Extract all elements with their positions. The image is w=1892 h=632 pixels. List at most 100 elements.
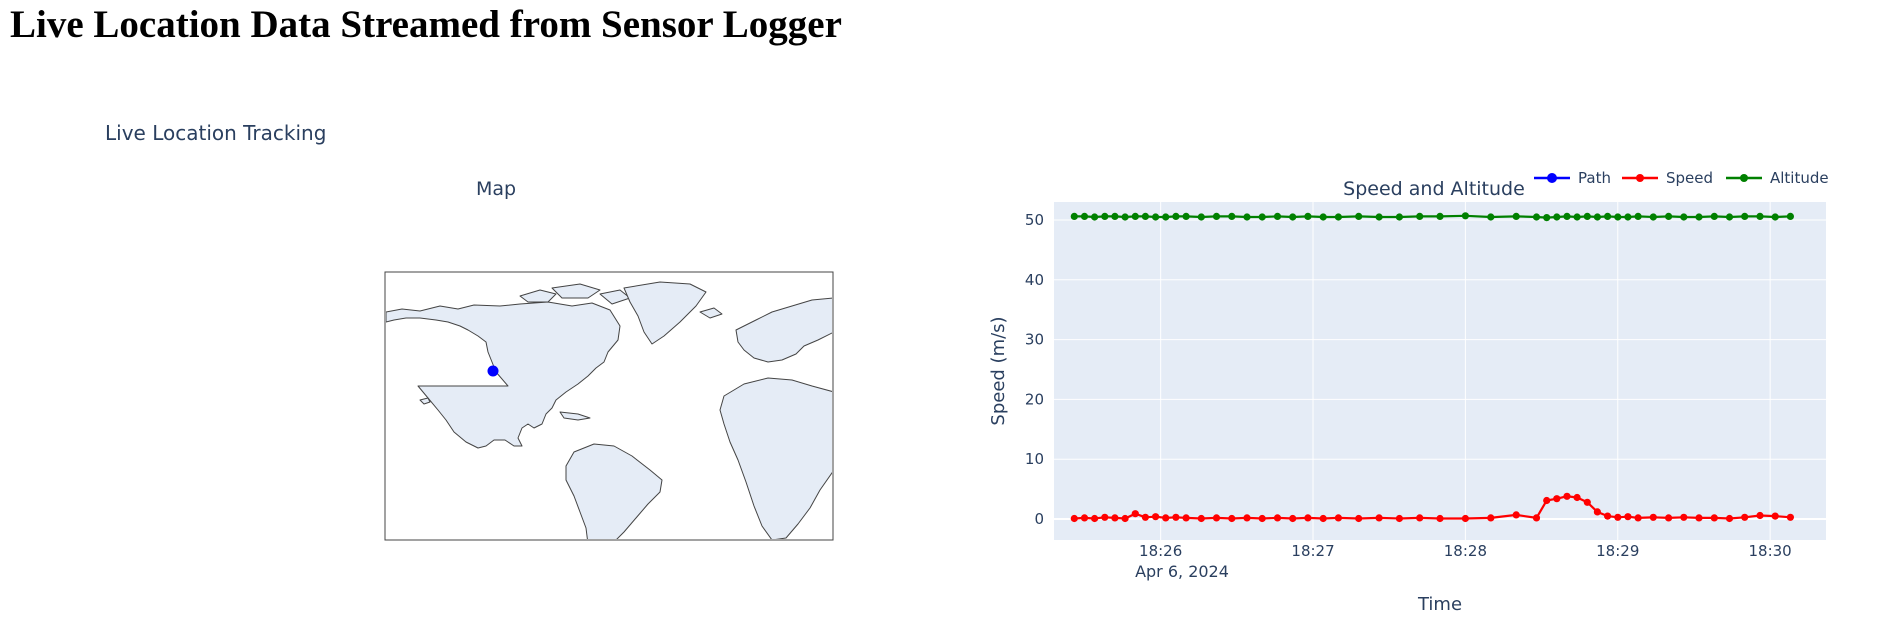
speed-point[interactable] [1375,514,1383,522]
altitude-point[interactable] [1080,212,1089,220]
altitude-point[interactable] [1355,212,1363,220]
altitude-point[interactable] [1101,212,1109,220]
speed-point[interactable] [1771,512,1779,520]
speed-point[interactable] [1212,514,1221,522]
speed-point[interactable] [1289,514,1297,523]
speed-point[interactable] [1141,513,1149,521]
altitude-point[interactable] [1593,213,1601,221]
speed-point[interactable] [1573,493,1581,502]
altitude-point[interactable] [1162,213,1170,221]
legend-item-speed[interactable]: Speed [1622,169,1713,187]
altitude-point[interactable] [1319,213,1327,221]
altitude-point[interactable] [1152,213,1160,221]
altitude-point[interactable] [1212,212,1221,220]
speed-point[interactable] [1131,510,1139,518]
speed-point[interactable] [1197,514,1205,523]
location-marker[interactable] [487,365,499,377]
speed-point[interactable] [1319,514,1327,523]
altitude-point[interactable] [1334,213,1342,221]
altitude-point[interactable] [1273,212,1282,220]
altitude-point[interactable] [1583,212,1591,220]
speed-point[interactable] [1355,514,1363,523]
altitude-point[interactable] [1182,212,1190,220]
speed-point[interactable] [1228,514,1236,523]
speed-point[interactable] [1182,514,1190,522]
speed-point[interactable] [1172,513,1180,521]
speed-point[interactable] [1634,514,1642,522]
speed-point[interactable] [1756,511,1764,520]
altitude-point[interactable] [1258,213,1266,221]
altitude-point[interactable] [1141,212,1149,220]
speed-point[interactable] [1162,514,1170,522]
altitude-point[interactable] [1573,213,1581,221]
altitude-point[interactable] [1665,212,1673,220]
altitude-point[interactable] [1786,212,1794,220]
altitude-point[interactable] [1725,213,1734,221]
altitude-point[interactable] [1289,213,1297,221]
altitude-point[interactable] [1172,212,1180,220]
altitude-point[interactable] [1121,213,1129,221]
altitude-point[interactable] [1614,213,1622,221]
altitude-point[interactable] [1436,212,1444,220]
speed-point[interactable] [1553,495,1561,503]
speed-point[interactable] [1080,514,1089,522]
altitude-point[interactable] [1695,213,1703,221]
legend[interactable]: Path Speed Altitude [1534,169,1829,187]
legend-item-altitude[interactable]: Altitude [1726,169,1829,187]
speed-point[interactable] [1334,514,1342,522]
speed-point[interactable] [1649,513,1657,521]
speed-point[interactable] [1101,513,1109,521]
speed-point[interactable] [1436,514,1444,523]
speed-point[interactable] [1091,514,1099,523]
altitude-point[interactable] [1131,212,1139,220]
speed-point[interactable] [1532,514,1541,522]
altitude-point[interactable] [1563,212,1571,220]
speed-point[interactable] [1258,514,1266,523]
altitude-point[interactable] [1375,213,1383,221]
speed-point[interactable] [1665,514,1673,522]
speed-point[interactable] [1243,514,1251,522]
altitude-point[interactable] [1634,212,1642,220]
speed-point[interactable] [1543,496,1551,505]
speed-point[interactable] [1741,513,1749,521]
speed-altitude-chart[interactable]: 0 10 20 30 40 50 18:26 18:27 18:28 18:29 18:30 Ap… [988,202,1826,615]
speed-point[interactable] [1512,511,1520,519]
speed-point[interactable] [1583,498,1591,506]
speed-point[interactable] [1416,514,1424,522]
altitude-point[interactable] [1680,213,1688,221]
speed-point[interactable] [1695,514,1703,522]
altitude-point[interactable] [1543,214,1551,222]
altitude-point[interactable] [1461,212,1469,220]
altitude-point[interactable] [1416,212,1424,220]
speed-point[interactable] [1461,514,1469,523]
legend-item-path[interactable]: Path [1534,169,1611,187]
altitude-point[interactable] [1395,213,1403,221]
speed-point[interactable] [1725,514,1734,523]
altitude-point[interactable] [1604,212,1612,220]
altitude-point[interactable] [1532,213,1541,221]
altitude-point[interactable] [1228,212,1236,220]
altitude-point[interactable] [1243,213,1251,221]
speed-point[interactable] [1273,514,1282,522]
altitude-point[interactable] [1649,213,1657,221]
altitude-point[interactable] [1111,212,1119,220]
speed-point[interactable] [1121,514,1129,523]
speed-point[interactable] [1563,492,1571,500]
altitude-point[interactable] [1487,213,1495,221]
geo-map[interactable] [384,271,834,556]
speed-point[interactable] [1304,514,1312,522]
altitude-point[interactable] [1741,212,1749,220]
speed-point[interactable] [1070,514,1078,523]
speed-point[interactable] [1604,512,1612,520]
speed-point[interactable] [1152,513,1160,521]
altitude-point[interactable] [1771,213,1779,221]
altitude-point[interactable] [1553,213,1561,221]
speed-point[interactable] [1111,514,1119,522]
altitude-point[interactable] [1710,212,1718,220]
altitude-point[interactable] [1091,213,1099,221]
altitude-point[interactable] [1512,212,1520,220]
altitude-point[interactable] [1304,212,1312,220]
altitude-point[interactable] [1070,212,1078,220]
altitude-point[interactable] [1197,213,1205,221]
